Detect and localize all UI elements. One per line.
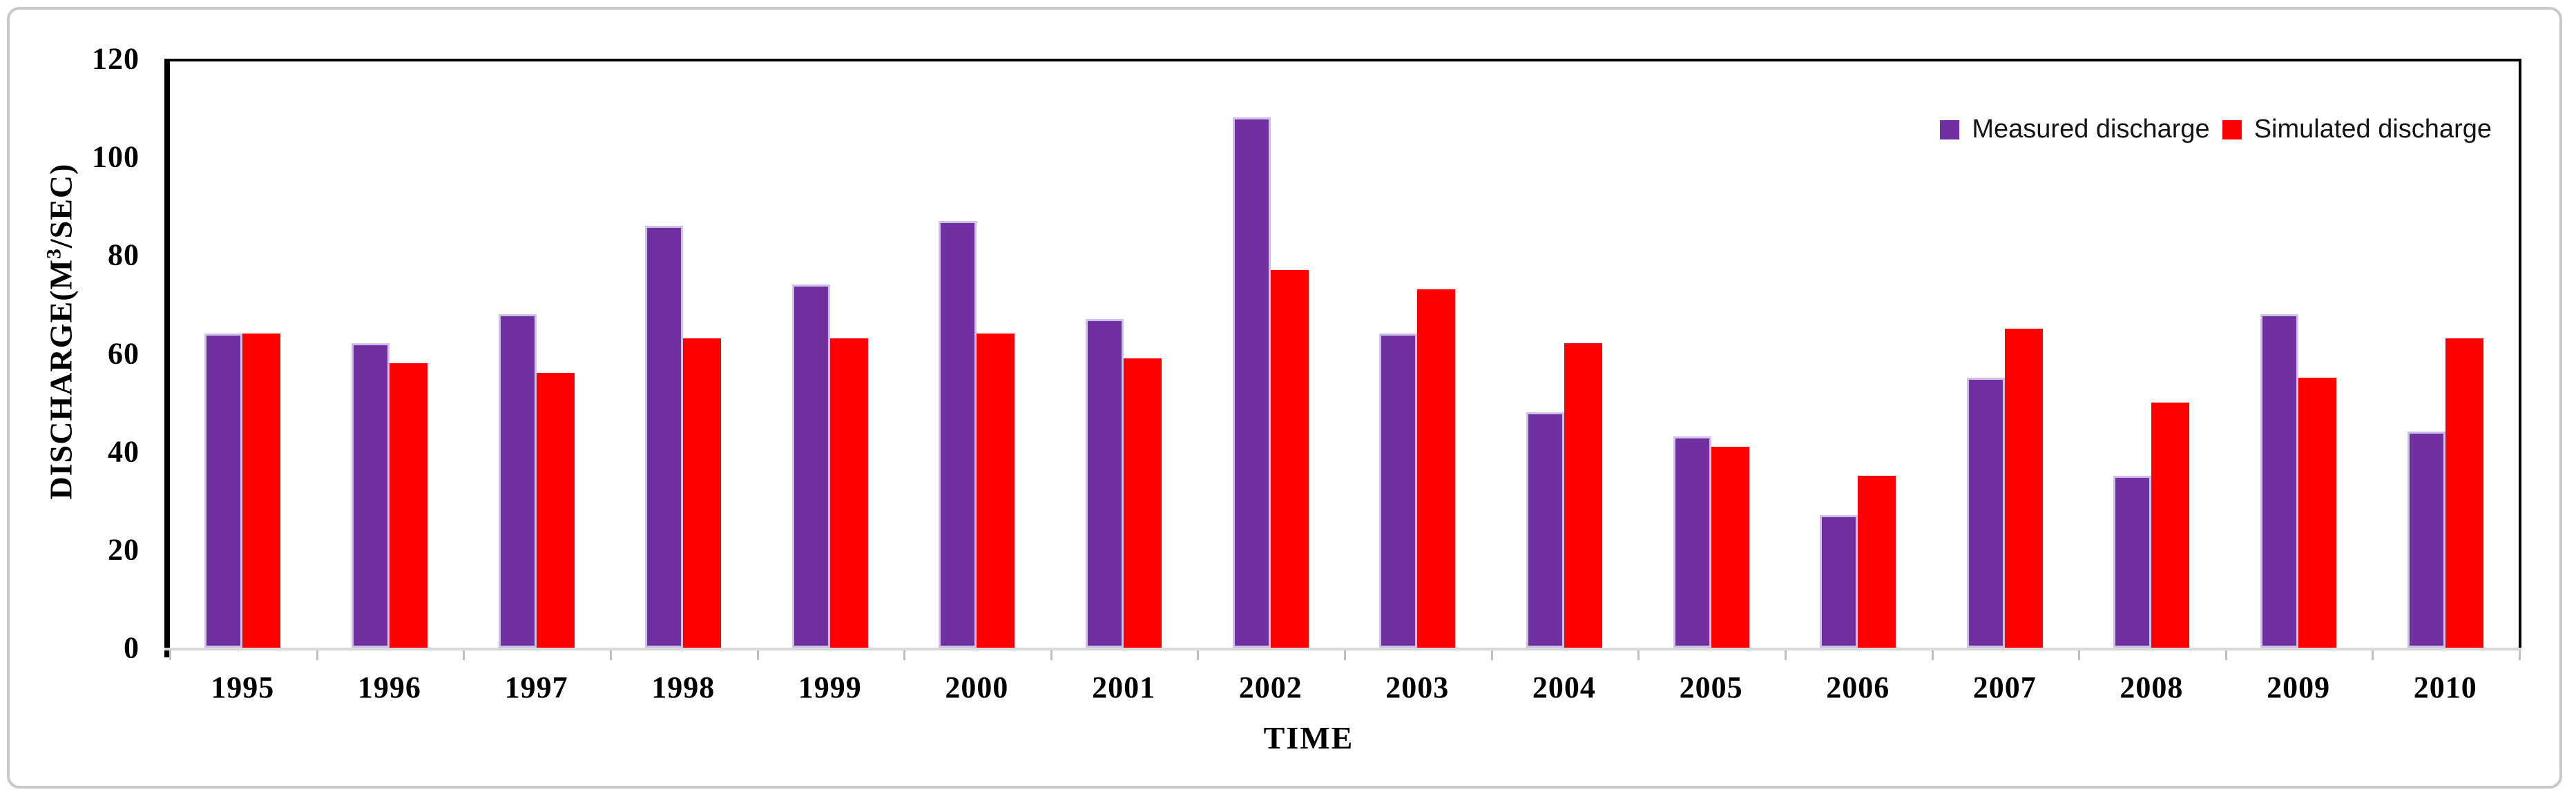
- bar-simulated-2007: [2004, 329, 2043, 648]
- bar-measured-2000: [939, 220, 977, 648]
- legend: Measured discharge Simulated discharge: [1940, 115, 2492, 144]
- x-axis-line: [164, 648, 2521, 650]
- x-tick-label: 2003: [1385, 670, 1450, 704]
- bar-measured-1999: [791, 284, 830, 648]
- bar-simulated-1998: [683, 338, 722, 648]
- bar-simulated-2006: [1858, 476, 1896, 648]
- y-tick-label: 40: [108, 434, 140, 469]
- x-axis-tick: [463, 650, 465, 660]
- x-tick-label: 2005: [1679, 670, 1743, 704]
- bar-measured-2005: [1673, 436, 1711, 648]
- legend-swatch-simulated-icon: [2222, 119, 2242, 139]
- x-axis-tick: [1637, 650, 1640, 660]
- x-axis-tick: [1784, 650, 1787, 660]
- x-axis-tick: [609, 650, 612, 660]
- x-axis-tick: [1197, 650, 1200, 660]
- x-axis-tick: [316, 650, 318, 660]
- bar-measured-2002: [1232, 117, 1271, 648]
- x-axis-tick: [2519, 650, 2521, 660]
- bar-measured-1997: [498, 313, 537, 648]
- bar-simulated-2003: [1417, 289, 1456, 648]
- bar-measured-2008: [2113, 476, 2152, 648]
- bar-simulated-2010: [2445, 338, 2483, 648]
- bar-simulated-1997: [536, 372, 575, 648]
- y-axis-line: [164, 59, 170, 657]
- plot-right-border: [2519, 59, 2521, 650]
- x-axis-tick: [903, 650, 906, 660]
- x-axis-tick: [2078, 650, 2081, 660]
- x-axis-tick: [2372, 650, 2374, 660]
- x-tick-label: 2002: [1238, 670, 1303, 704]
- bar-simulated-2000: [977, 334, 1015, 648]
- x-axis-tick: [2224, 650, 2227, 660]
- x-tick-label: 2007: [1972, 670, 2037, 704]
- x-tick-label: 2004: [1532, 670, 1596, 704]
- bar-measured-2006: [1820, 515, 1858, 648]
- x-tick-label: 1999: [798, 670, 862, 704]
- bar-measured-2004: [1526, 412, 1564, 648]
- bar-simulated-2002: [1270, 269, 1309, 648]
- y-tick-label: 0: [124, 630, 140, 665]
- x-axis-tick: [1490, 650, 1493, 660]
- bar-simulated-2001: [1124, 358, 1162, 648]
- legend-swatch-measured-icon: [1940, 119, 1960, 139]
- x-axis-tick: [169, 650, 171, 660]
- legend-label-measured: Measured discharge: [1972, 115, 2210, 144]
- x-tick-label: 1998: [651, 670, 715, 704]
- x-axis-tick: [1050, 650, 1052, 660]
- bar-simulated-2009: [2298, 378, 2337, 648]
- x-axis-tick: [1344, 650, 1346, 660]
- bar-measured-2003: [1379, 334, 1418, 648]
- bar-simulated-1995: [242, 334, 281, 648]
- plot-top-border: [164, 59, 2521, 61]
- x-axis-tick: [1931, 650, 1934, 660]
- bar-measured-2007: [1966, 378, 2005, 648]
- bar-simulated-2005: [1711, 446, 1749, 648]
- y-axis-title-suffix: /SEC): [43, 163, 79, 249]
- bar-simulated-2008: [2151, 402, 2190, 648]
- x-axis-tick: [756, 650, 759, 660]
- y-tick-label: 120: [92, 41, 140, 76]
- bar-measured-1995: [204, 334, 243, 648]
- bar-measured-2009: [2260, 313, 2299, 648]
- x-tick-label: 2000: [945, 670, 1009, 704]
- figure-border: [7, 7, 2562, 789]
- y-tick-label: 60: [108, 336, 140, 370]
- x-tick-label: 2009: [2267, 670, 2331, 704]
- y-tick-label: 100: [92, 139, 140, 174]
- bar-simulated-2004: [1564, 343, 1602, 648]
- y-tick-label: 80: [108, 238, 140, 272]
- x-tick-label: 1995: [211, 670, 275, 704]
- x-tick-label: 2001: [1092, 670, 1156, 704]
- x-tick-label: 1996: [357, 670, 421, 704]
- bar-simulated-1999: [829, 338, 868, 648]
- x-tick-label: 2010: [2413, 670, 2477, 704]
- x-tick-label: 2006: [1826, 670, 1890, 704]
- bar-measured-1996: [351, 343, 390, 648]
- bar-measured-2010: [2407, 432, 2445, 648]
- bar-measured-2001: [1086, 318, 1124, 648]
- x-tick-label: 1997: [504, 670, 568, 704]
- legend-label-simulated: Simulated discharge: [2253, 115, 2492, 144]
- x-tick-label: 2008: [2120, 670, 2184, 704]
- x-axis-title: TIME: [1263, 720, 1354, 755]
- bar-simulated-1996: [389, 363, 427, 648]
- bar-measured-1998: [645, 225, 684, 648]
- y-tick-label: 20: [108, 532, 140, 567]
